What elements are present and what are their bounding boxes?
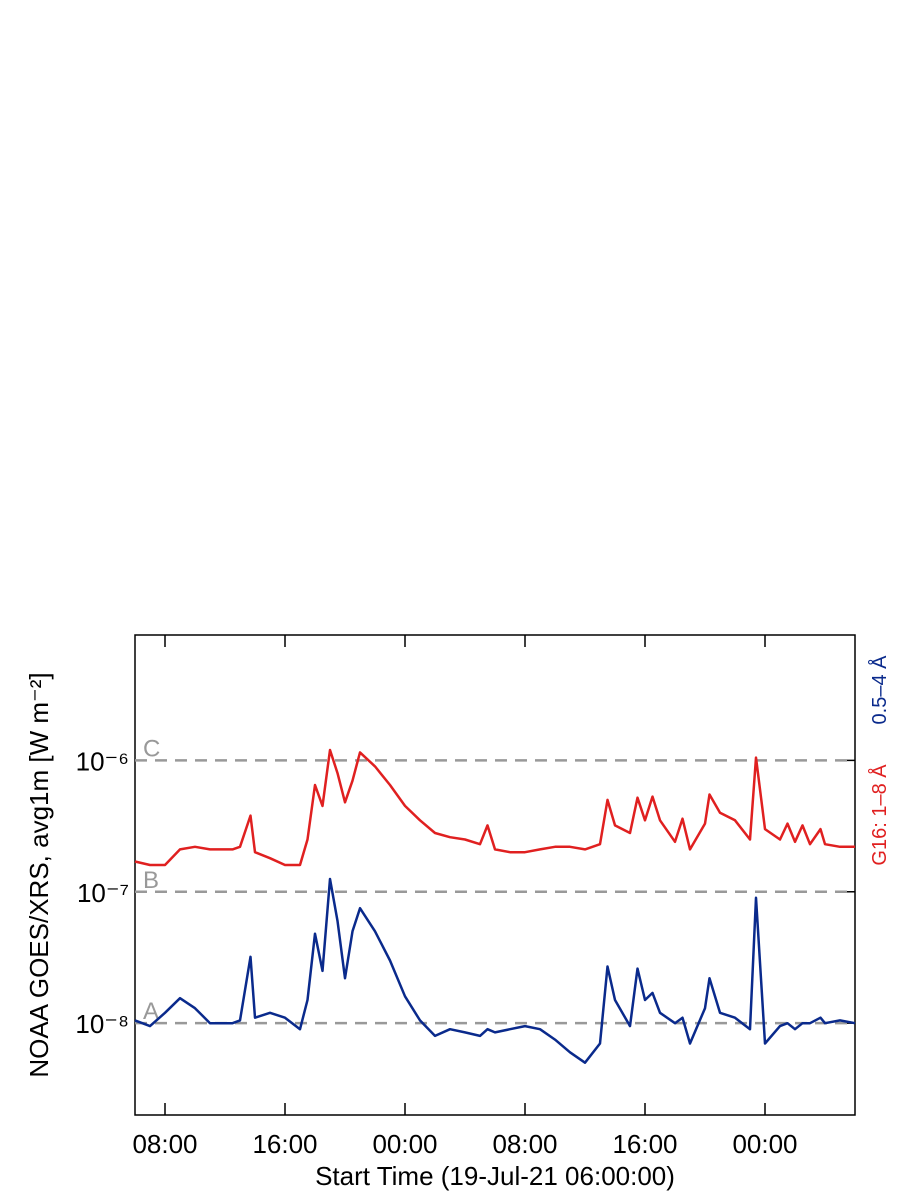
x-tick-label: 00:00 (372, 1129, 437, 1159)
series-line (134, 877, 856, 1064)
flare-class-label: A (143, 998, 159, 1025)
y-tick-label: 10⁻⁷ (77, 878, 129, 908)
legend-label: G16: 1–8 Å (868, 764, 891, 866)
y-axis-label: NOAA GOES/XRS, avg1m [W m⁻²] (24, 672, 54, 1077)
y-tick-label: 10⁻⁶ (76, 746, 129, 776)
x-tick-label: 16:00 (252, 1129, 317, 1159)
y-tick-label: 10⁻⁸ (75, 1009, 129, 1039)
x-axis-label: Start Time (19-Jul-21 06:00:00) (315, 1161, 675, 1191)
plot-frame (134, 634, 856, 1116)
flare-class-label: C (143, 735, 160, 762)
flare-class-label: B (143, 867, 159, 894)
legend-label: 0.5–4 Å (868, 655, 891, 725)
x-tick-label: 16:00 (612, 1129, 677, 1159)
x-tick-label: 08:00 (492, 1129, 557, 1159)
x-tick-label: 08:00 (132, 1129, 197, 1159)
x-tick-label: 00:00 (732, 1129, 797, 1159)
series-line (134, 748, 855, 867)
